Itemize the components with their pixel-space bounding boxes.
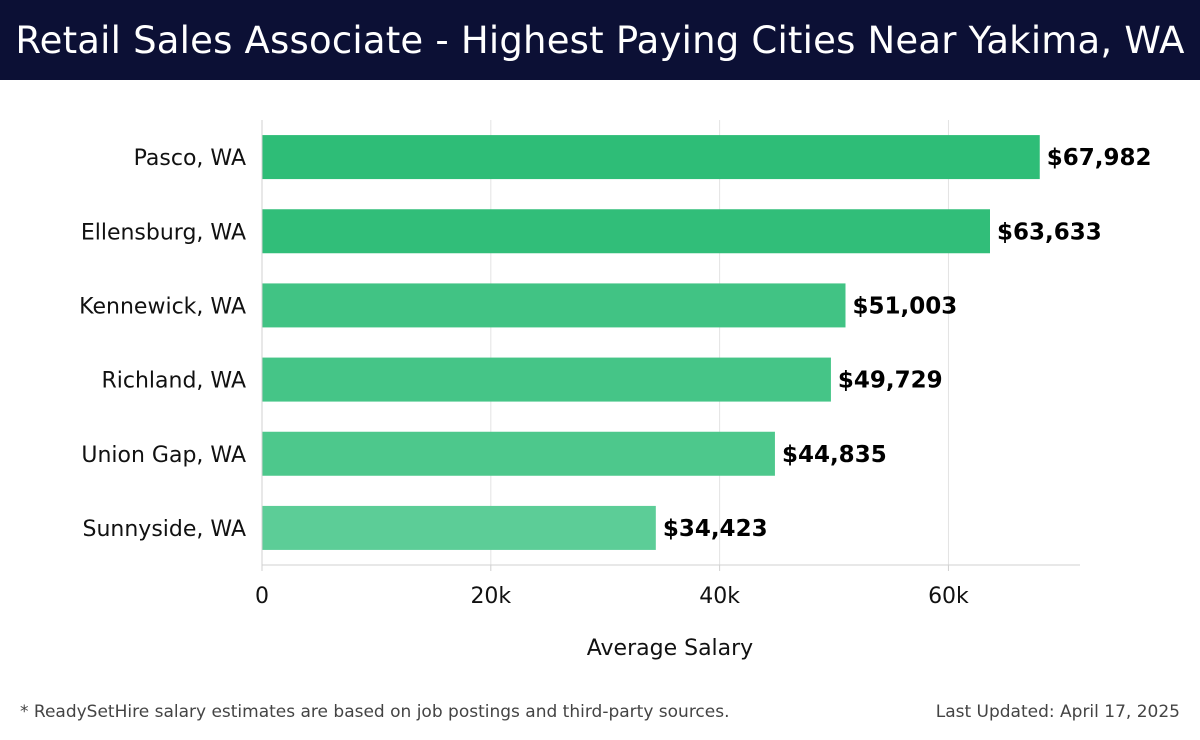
footnote: * ReadySetHire salary estimates are base… — [20, 702, 730, 722]
bar — [262, 209, 990, 254]
category-label: Union Gap, WA — [81, 443, 246, 468]
category-label: Sunnyside, WA — [83, 517, 246, 542]
header-bar: Retail Sales Associate - Highest Paying … — [0, 0, 1200, 80]
bar — [262, 283, 846, 328]
value-label: $51,003 — [853, 293, 958, 319]
bar — [262, 357, 831, 402]
category-label: Pasco, WA — [134, 146, 246, 171]
value-label: $67,982 — [1047, 145, 1152, 171]
value-label: $49,729 — [838, 368, 943, 394]
category-label: Ellensburg, WA — [81, 220, 246, 245]
category-label: Richland, WA — [101, 369, 246, 394]
value-label: $63,633 — [997, 219, 1102, 245]
bar — [262, 431, 775, 476]
page-title: Retail Sales Associate - Highest Paying … — [15, 18, 1185, 62]
last-updated: Last Updated: April 17, 2025 — [935, 702, 1180, 722]
x-axis-title: Average Salary — [587, 636, 753, 661]
chart-area: 0 20k 40k 60k Average Salary Pasco, WA $67,98… — [0, 80, 1200, 680]
bar — [262, 135, 1040, 180]
bar — [262, 505, 656, 550]
x-tick-label: 40k — [699, 584, 740, 609]
x-tick-label: 0 — [255, 584, 269, 609]
x-tick-label: 20k — [470, 584, 511, 609]
category-label: Kennewick, WA — [79, 294, 246, 319]
value-label: $44,835 — [782, 442, 887, 468]
x-tick-label: 60k — [928, 584, 969, 609]
salary-bar-chart: 0 20k 40k 60k Average Salary Pasco, WA $67,98… — [79, 120, 1152, 661]
value-label: $34,423 — [663, 516, 768, 542]
